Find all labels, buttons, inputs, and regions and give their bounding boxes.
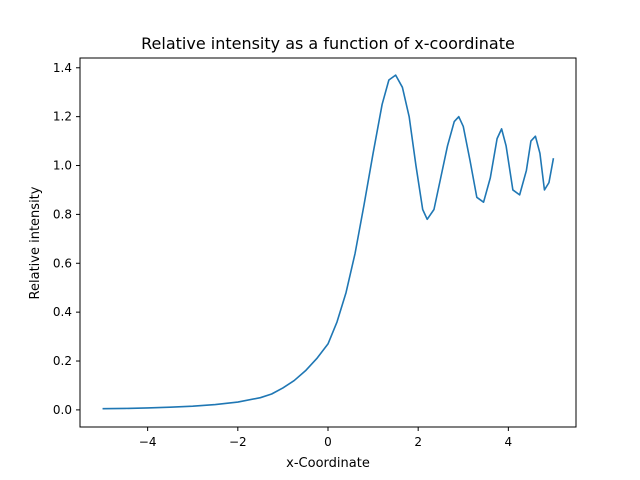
y-tick-label: 0.0 bbox=[53, 403, 72, 417]
y-tick-label: 1.2 bbox=[53, 110, 72, 124]
y-tick-label: 0.8 bbox=[53, 207, 72, 221]
x-tick-label: −2 bbox=[229, 435, 247, 449]
x-tick-label: 4 bbox=[505, 435, 513, 449]
y-tick-label: 0.2 bbox=[53, 354, 72, 368]
x-tick-label: −4 bbox=[139, 435, 157, 449]
y-tick-label: 1.0 bbox=[53, 159, 72, 173]
y-tick-label: 1.4 bbox=[53, 61, 72, 75]
series-line-0 bbox=[102, 74, 555, 410]
plot-area bbox=[102, 74, 555, 410]
y-axis-label: Relative intensity bbox=[28, 186, 43, 299]
y-tick-label: 0.6 bbox=[53, 256, 72, 270]
y-axis-ticks: 0.0 0.2 0.4 0.6 0.8 1.0 1.2 1.4 bbox=[53, 61, 80, 417]
x-tick-label: 0 bbox=[324, 435, 332, 449]
y-tick-label: 0.4 bbox=[53, 305, 72, 319]
x-tick-label: 2 bbox=[414, 435, 422, 449]
axes-frame bbox=[79, 57, 577, 428]
chart-title: Relative intensity as a function of x-co… bbox=[141, 34, 515, 53]
x-axis-ticks: −4 −2 0 2 4 bbox=[139, 427, 512, 449]
x-axis-label: x-Coordinate bbox=[286, 456, 370, 471]
